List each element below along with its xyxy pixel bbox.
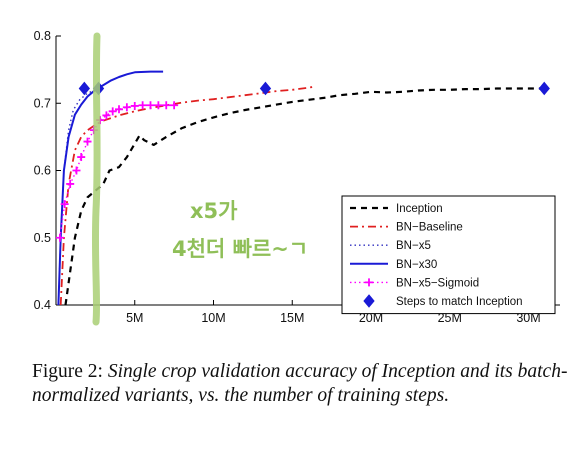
series-point [60, 200, 69, 209]
y-tick-label: 0.7 [34, 96, 51, 110]
tick-labels: 5M 10M 15M 20M 25M 30M 0.4 0.5 0.6 0.7 0.8 [34, 29, 541, 325]
series-4 [55, 101, 179, 242]
x-tick-label: 25M [438, 311, 462, 325]
caption-label: Figure 2: [32, 361, 103, 382]
series-point [83, 137, 92, 146]
y-tick-label: 0.6 [34, 164, 51, 178]
series-point [138, 101, 147, 110]
series-point [154, 101, 163, 110]
y-tick-label: 0.4 [34, 298, 51, 312]
series-line [64, 87, 545, 306]
legend-entry: BN−x5−Sigmoid [350, 277, 479, 289]
x-tick-label: 15M [280, 311, 304, 325]
series-point [162, 101, 171, 110]
series-point [122, 103, 131, 112]
x-tick-label: 20M [359, 311, 383, 325]
series-point [146, 101, 155, 110]
legend: Inception BN−Baseline BN−x5 BN−x30 BN−x5−Sig… [341, 195, 556, 315]
series-point [115, 105, 123, 114]
legend-entry: BN−x30 [350, 259, 437, 271]
series-point [55, 233, 64, 242]
series-point [78, 81, 91, 96]
series-point [538, 81, 550, 96]
series-0 [64, 87, 545, 306]
legend-label: Inception [396, 203, 443, 215]
series-point [72, 166, 81, 175]
series-point [108, 107, 117, 116]
y-tick-label: 0.8 [34, 29, 51, 43]
series-point [102, 111, 111, 120]
chart: 5M 10M 15M 20M 25M 30M 0.4 0.5 0.6 0.7 0.8 x5가 4천더… [34, 29, 560, 326]
series-point [363, 294, 375, 308]
handwritten-overlay: x5가 4천더 빠르~ㄱ [91, 32, 308, 326]
legend-entry: Inception [350, 203, 443, 215]
legend-entry: Steps to match Inception [363, 294, 523, 308]
legend-entry: BN−x5 [350, 240, 431, 252]
handwritten-note-line-2: 4천더 빠르~ㄱ [172, 237, 308, 261]
legend-label: BN−x5 [396, 240, 431, 252]
series-point [130, 101, 139, 110]
highlighter-stroke [91, 32, 101, 326]
legend-entry: BN−Baseline [350, 222, 463, 234]
x-tick-label: 5M [126, 311, 143, 325]
series-3 [57, 70, 164, 306]
legend-label: BN−x30 [396, 259, 437, 271]
series-point [170, 101, 179, 110]
handwritten-note-line-1: x5가 [190, 199, 238, 223]
series-point [365, 278, 373, 287]
x-tick-label: 10M [201, 311, 225, 325]
legend-label: BN−Baseline [396, 222, 463, 234]
series-point [259, 81, 272, 96]
series-point [77, 153, 86, 162]
figure-caption: Figure 2: Single crop validation accurac… [32, 360, 577, 408]
legend-box [341, 195, 556, 315]
legend-label: Steps to match Inception [396, 296, 523, 308]
y-tick-label: 0.5 [34, 231, 51, 245]
x-tick-label: 30M [516, 311, 540, 325]
caption-text: Single crop validation accuracy of Incep… [32, 361, 568, 406]
series-line [57, 70, 164, 306]
series-point [66, 179, 75, 188]
legend-label: BN−x5−Sigmoid [396, 277, 479, 289]
